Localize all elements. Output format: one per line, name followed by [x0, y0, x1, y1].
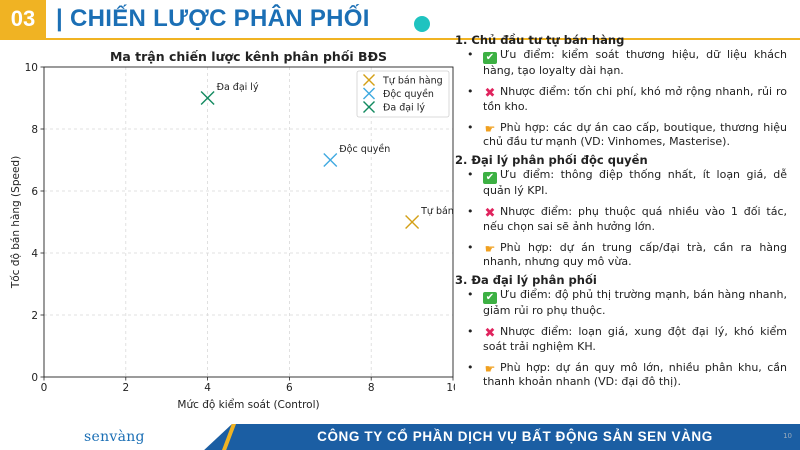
- hand-pointing-icon: ☛: [484, 362, 496, 376]
- bullet-text: Nhược điểm: tốn chi phí, khó mở rộng nha…: [483, 85, 787, 113]
- bullet-list: ✔Ưu điểm: kiểm soát thương hiệu, dữ liệu…: [455, 48, 787, 148]
- company-logo: senvàng: [84, 429, 145, 445]
- y-tick-label: 8: [31, 124, 38, 136]
- y-axis-label: Tốc độ bán hàng (Speed): [10, 156, 22, 289]
- section-heading: 2. Đại lý phân phối độc quyền: [455, 153, 648, 167]
- data-point-marker: [200, 91, 215, 105]
- x-tick-label: 8: [368, 382, 375, 394]
- data-point-marker: [405, 215, 420, 229]
- bullet-text: Phù hợp: dự án trung cấp/đại trà, cần ra…: [483, 241, 787, 268]
- hand-pointing-icon: ☛: [484, 242, 496, 256]
- y-tick-label: 4: [31, 248, 38, 260]
- bullet-item: ☛Phù hợp: dự án trung cấp/đại trà, cần r…: [467, 241, 787, 268]
- bullet-item: ☛Phù hợp: các dự án cao cấp, boutique, t…: [467, 121, 787, 148]
- x-tick-label: 2: [122, 382, 129, 394]
- bullet-item: ✔Ưu điểm: độ phủ thị trường mạnh, bán hà…: [467, 288, 787, 317]
- x-tick-label: 10: [446, 382, 455, 394]
- slide-title: | CHIẾN LƯỢC PHÂN PHỐI: [56, 5, 370, 32]
- footer-logo-area: senvàng: [0, 424, 232, 450]
- bullet-text: Nhược điểm: loạn giá, xung đột đại lý, k…: [483, 325, 787, 353]
- cross-icon: ✖: [484, 206, 496, 221]
- bullet-item: ☛Phù hợp: dự án quy mô lớn, nhiều phân k…: [467, 361, 787, 388]
- teal-dot-decoration: [414, 16, 430, 32]
- y-tick-label: 6: [31, 186, 38, 198]
- bullet-text: Ưu điểm: độ phủ thị trường mạnh, bán hàn…: [483, 288, 787, 317]
- legend-marker: [363, 87, 375, 100]
- bullet-list: ✔Ưu điểm: độ phủ thị trường mạnh, bán hà…: [455, 288, 787, 388]
- check-icon: ✔: [483, 172, 497, 184]
- x-tick-label: 4: [204, 382, 211, 394]
- bullet-item: ✖Nhược điểm: phụ thuộc quá nhiều vào 1 đ…: [467, 205, 787, 233]
- footer-company-name: CÔNG TY CỔ PHẦN DỊCH VỤ BẤT ĐỘNG SẢN SEN…: [317, 429, 713, 444]
- bullet-item: ✖Nhược điểm: loạn giá, xung đột đại lý, …: [467, 325, 787, 353]
- hand-pointing-icon: ☛: [484, 122, 496, 136]
- chart-title: Ma trận chiến lược kênh phân phối BĐS: [110, 49, 387, 64]
- plot-frame: [43, 66, 454, 378]
- footer-bar: senvàng CÔNG TY CỔ PHẦN DỊCH VỤ BẤT ĐỘNG…: [0, 424, 800, 450]
- legend-marker: [363, 101, 375, 113]
- title-underline: [0, 38, 800, 40]
- section-heading: 3. Đa đại lý phân phối: [455, 273, 597, 287]
- scatter-chart: 0 2 4 6 8 10 0 2 4 6 8 10 Ma trận chiến lược kênh ph…: [10, 49, 455, 411]
- x-tick-label: 6: [286, 382, 293, 394]
- y-tick-label: 10: [25, 62, 38, 74]
- check-icon: ✔: [483, 292, 497, 304]
- bullet-list: ✔Ưu điểm: thông điệp thống nhất, ít loạn…: [455, 168, 787, 268]
- legend-entry: Độc quyền: [383, 89, 434, 100]
- legend-box: [356, 70, 450, 118]
- y-tick-label: 2: [31, 310, 38, 322]
- check-icon: ✔: [483, 52, 497, 64]
- bullet-text: Nhược điểm: phụ thuộc quá nhiều vào 1 đố…: [483, 205, 787, 233]
- bullet-text: Ưu điểm: kiểm soát thương hiệu, dữ liệu …: [483, 48, 787, 77]
- bullet-item: ✔Ưu điểm: thông điệp thống nhất, ít loạn…: [467, 168, 787, 197]
- data-point-label: Tự bán hàng: [420, 206, 455, 217]
- x-axis-label: Mức độ kiểm soát (Control): [177, 398, 319, 411]
- bullet-text: Phù hợp: dự án quy mô lớn, nhiều phân kh…: [483, 361, 787, 388]
- cross-icon: ✖: [484, 86, 496, 101]
- section-heading: 1. Chủ đầu tư tự bán hàng: [455, 33, 625, 47]
- legend-entry: Đa đại lý: [383, 103, 425, 114]
- bullet-text: Ưu điểm: thông điệp thống nhất, ít loạn …: [483, 168, 787, 197]
- slide-number: 03: [0, 0, 46, 38]
- data-point-marker: [323, 153, 338, 167]
- bullet-item: ✖Nhược điểm: tốn chi phí, khó mở rộng nh…: [467, 85, 787, 113]
- page-number: 10: [783, 432, 792, 440]
- legend-marker: [363, 74, 375, 86]
- strategy-description-panel: 1. Chủ đầu tư tự bán hàng✔Ưu điểm: kiểm …: [455, 34, 787, 394]
- data-point-label: Đa đại lý: [217, 82, 259, 93]
- data-point-label: Độc quyền: [339, 144, 390, 155]
- bullet-text: Phù hợp: các dự án cao cấp, boutique, th…: [483, 121, 787, 148]
- legend-entry: Tự bán hàng: [382, 76, 443, 87]
- x-tick-label: 0: [41, 382, 48, 394]
- cross-icon: ✖: [484, 326, 496, 341]
- bullet-item: ✔Ưu điểm: kiểm soát thương hiệu, dữ liệu…: [467, 48, 787, 77]
- y-tick-label: 0: [31, 372, 38, 384]
